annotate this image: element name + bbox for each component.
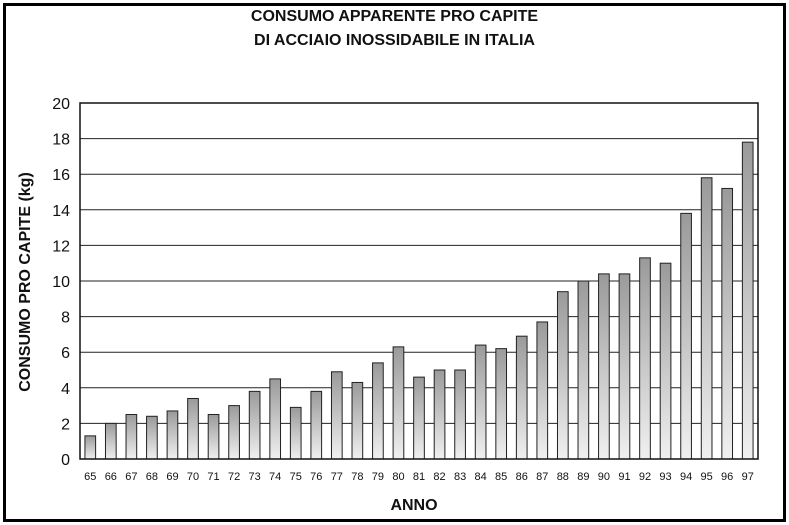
bar-94: [680, 212, 692, 460]
bar-88: [556, 291, 569, 460]
y-tick-label: 10: [52, 274, 70, 291]
x-tick-label: 83: [454, 471, 466, 483]
x-axis-label: ANNO: [390, 497, 437, 514]
x-tick-label: 92: [639, 471, 651, 483]
x-tick-label: 70: [187, 471, 199, 483]
y-tick-label: 6: [61, 345, 70, 362]
bar-92: [639, 257, 651, 460]
x-tick-label: 81: [413, 471, 425, 483]
chart-title-line1: CONSUMO APPARENTE PRO CAPITE: [250, 8, 539, 25]
bar-65: [84, 435, 97, 460]
bar-76: [310, 390, 323, 460]
x-tick-label: 67: [125, 471, 137, 483]
x-tick-label: 82: [433, 471, 445, 483]
bar-74: [269, 378, 282, 460]
bar-66: [104, 422, 117, 460]
bar-69: [166, 410, 179, 460]
bar-81: [413, 376, 425, 460]
y-tick-labels: 0 2 4 6 8 10 12 14 16 18 20: [52, 96, 70, 469]
bar-70: [187, 397, 199, 460]
y-tick-label: 8: [61, 310, 70, 327]
x-tick-label: 85: [495, 471, 507, 483]
x-tick-label: 78: [351, 471, 363, 483]
x-tick-label: 77: [331, 471, 343, 483]
bar-73: [248, 390, 261, 460]
y-tick-label: 18: [52, 132, 70, 149]
bar-89: [577, 280, 590, 460]
bar-72: [228, 405, 240, 460]
bar-97: [741, 141, 754, 460]
chart-title-line2: DI ACCIAIO INOSSIDABILE IN ITALIA: [254, 32, 535, 49]
bars: [84, 141, 754, 460]
x-tick-label: 80: [392, 471, 404, 483]
x-tick-label: 69: [166, 471, 178, 483]
bar-87: [536, 321, 549, 460]
y-tick-label: 0: [61, 452, 70, 469]
y-axis-label: CONSUMO PRO CAPITE (kg): [17, 172, 34, 392]
x-tick-label: 73: [249, 471, 261, 483]
bar-84: [474, 344, 487, 460]
bar-82: [433, 369, 446, 460]
bar-96: [721, 187, 734, 460]
x-tick-label: 74: [269, 471, 281, 483]
y-tick-label: 20: [52, 96, 70, 113]
bar-71: [207, 414, 220, 460]
y-tick-label: 4: [61, 381, 70, 398]
y-tick-label: 16: [52, 167, 70, 184]
x-tick-label: 96: [721, 471, 733, 483]
x-tick-label: 72: [228, 471, 240, 483]
x-tick-label: 93: [659, 471, 671, 483]
x-tick-label: 97: [742, 471, 754, 483]
plot-area: [79, 102, 759, 460]
bar-91: [618, 273, 631, 460]
x-tick-label: 87: [536, 471, 548, 483]
x-tick-label: 88: [557, 471, 569, 483]
x-tick-label: 66: [105, 471, 117, 483]
bar-78: [351, 381, 364, 460]
bar-77: [330, 371, 343, 460]
x-tick-label: 79: [372, 471, 384, 483]
bar-93: [659, 262, 672, 460]
bar-80: [392, 346, 405, 460]
x-tick-label: 94: [680, 471, 692, 483]
x-tick-label: 65: [84, 471, 96, 483]
x-tick-label: 84: [475, 471, 487, 483]
x-tick-label: 76: [310, 471, 322, 483]
y-tick-label: 14: [52, 203, 70, 220]
bar-68: [146, 415, 158, 460]
y-tick-label: 12: [52, 238, 70, 255]
x-tick-label: 91: [618, 471, 630, 483]
x-tick-label: 95: [701, 471, 713, 483]
bar-86: [515, 335, 528, 460]
x-tick-label: 86: [516, 471, 528, 483]
x-tick-label: 90: [598, 471, 610, 483]
bar-95: [700, 177, 713, 460]
bar-67: [125, 414, 138, 460]
y-tick-label: 2: [61, 416, 70, 433]
x-tick-label: 71: [207, 471, 219, 483]
x-tick-label: 68: [146, 471, 158, 483]
x-tick-label: 75: [290, 471, 302, 483]
bar-75: [289, 406, 302, 460]
bar-79: [372, 362, 384, 460]
bar-90: [598, 273, 610, 460]
bar-83: [454, 369, 466, 460]
bar-85: [495, 348, 508, 460]
x-tick-label: 89: [577, 471, 589, 483]
x-tick-labels: 65 66 67 68 69 70 71 72 73 74 75 76 77 78 79 80 81 82 83 84…: [84, 471, 754, 483]
